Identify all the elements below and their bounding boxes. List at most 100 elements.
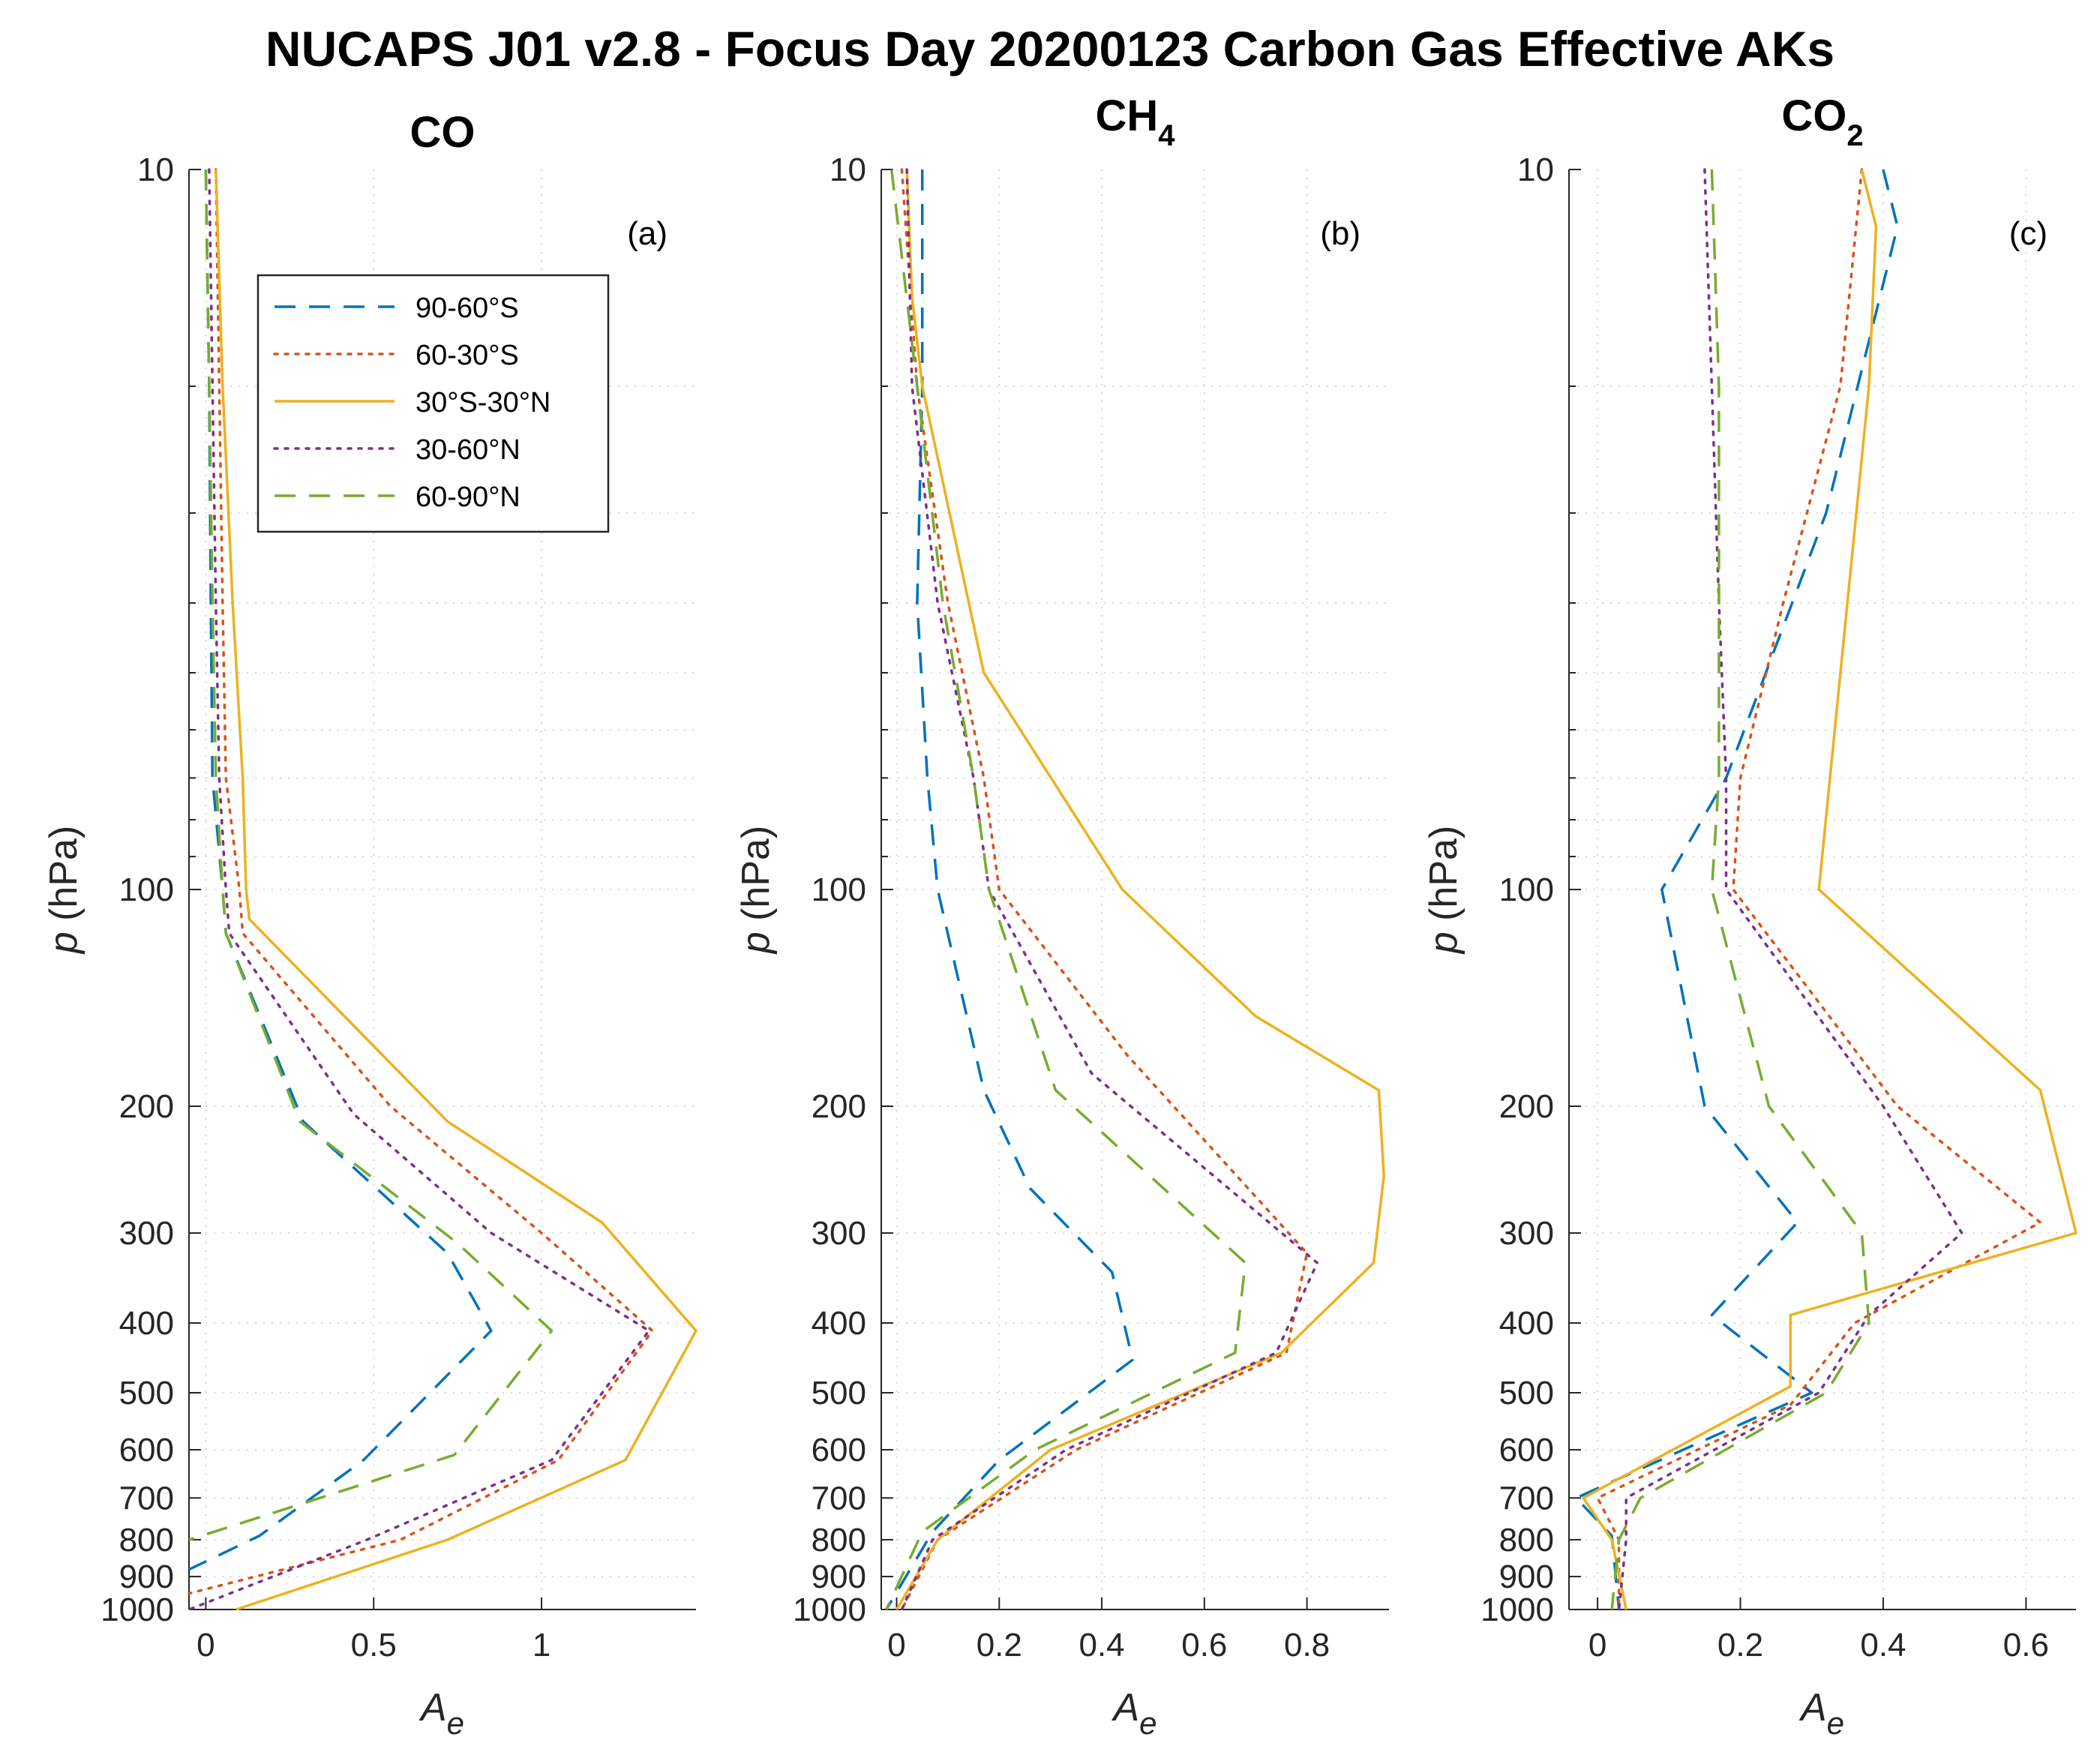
y-tick-label: 300 [119, 1215, 174, 1252]
x-tick-label: 0.5 [351, 1627, 397, 1664]
y-tick-label: 400 [812, 1305, 866, 1342]
legend-label-2: 60-30°S [416, 340, 519, 371]
y-axis-label: p (hPa) [734, 826, 778, 956]
panel-title-main: CH [1095, 92, 1158, 140]
panel-letter: (b) [1320, 215, 1360, 252]
y-tick-label: 200 [812, 1088, 866, 1125]
x-axis-label-subscript: e [1139, 1706, 1156, 1741]
y-axis-label-unit: (hPa) [1422, 826, 1466, 932]
y-tick-label: 800 [1499, 1522, 1554, 1558]
x-tick-label: 0.6 [2003, 1627, 2049, 1664]
y-tick-label: 100 [1499, 872, 1554, 908]
panel-title-subscript: 4 [1158, 119, 1175, 152]
x-tick-label: 0 [887, 1627, 905, 1664]
legend-label-5: 60-90°N [416, 482, 520, 513]
x-axis-label: Ae [1111, 1686, 1156, 1741]
panel-title: CH4 [1095, 92, 1175, 152]
x-tick-label: 1 [532, 1627, 550, 1664]
series-line-2 [188, 168, 654, 1595]
x-axis-label: Ae [418, 1686, 464, 1741]
series-line-5 [885, 169, 1247, 1610]
figure-title: NUCAPS J01 v2.8 - Focus Day 20200123 Car… [266, 21, 1834, 76]
series-line-3 [1582, 169, 2078, 1610]
y-axis-label-symbol: p [42, 932, 86, 955]
panel-title-subscript: 2 [1846, 119, 1863, 152]
series-line-3 [895, 169, 1385, 1610]
y-axis-label: p (hPa) [42, 826, 86, 956]
y-axis-label-symbol: p [1422, 932, 1466, 955]
y-tick-label: 300 [812, 1215, 866, 1252]
y-tick-label: 800 [812, 1522, 866, 1558]
series-line-2 [900, 168, 1309, 1611]
y-tick-label: 800 [119, 1522, 174, 1558]
series-line-5 [188, 169, 554, 1541]
y-axis-label-unit: (hPa) [734, 826, 778, 932]
x-tick-label: 0.6 [1181, 1627, 1227, 1664]
x-tick-label: 0.4 [1860, 1627, 1906, 1664]
y-tick-label: 700 [119, 1480, 174, 1516]
y-axis-label-unit: (hPa) [42, 826, 86, 932]
x-axis-label-main: A [1798, 1686, 1827, 1730]
y-tick-label: 100 [812, 872, 866, 908]
y-tick-label: 1000 [793, 1592, 866, 1628]
legend-box [256, 274, 610, 533]
y-tick-label: 100 [119, 872, 174, 908]
y-tick-label: 400 [119, 1305, 174, 1342]
series-line-1 [188, 169, 493, 1571]
series-line-1 [885, 170, 1134, 1610]
series-line-4 [900, 168, 1319, 1611]
y-tick-label: 200 [1499, 1088, 1554, 1125]
y-tick-label: 900 [1499, 1558, 1554, 1595]
x-tick-label: 0.2 [1718, 1627, 1763, 1664]
y-tick-label: 600 [119, 1432, 174, 1468]
y-tick-label: 500 [119, 1375, 174, 1412]
x-tick-label: 0.2 [976, 1627, 1022, 1664]
legend-label-3: 30°S-30°N [416, 387, 550, 418]
y-tick-label: 900 [119, 1558, 174, 1595]
legend-label-4: 30-60°N [416, 434, 520, 466]
y-tick-label: 600 [1499, 1432, 1554, 1468]
y-tick-label: 200 [119, 1088, 174, 1125]
legend: 90-60°S 60-30°S 30°S-30°N 30-60°N 60-90°N [256, 274, 610, 533]
y-tick-label: 300 [1499, 1215, 1554, 1252]
x-tick-label: 0.8 [1284, 1627, 1330, 1664]
series-line-5 [1610, 169, 1870, 1610]
panel-letter: (c) [2009, 215, 2048, 252]
x-axis-label-subscript: e [447, 1706, 464, 1741]
y-tick-label: 10 [137, 152, 174, 188]
x-axis-label: Ae [1798, 1686, 1844, 1741]
y-tick-label: 700 [1499, 1480, 1554, 1516]
x-axis-label-main: A [1111, 1686, 1139, 1730]
x-axis-label-main: A [418, 1686, 447, 1730]
y-tick-label: 500 [812, 1375, 866, 1412]
y-tick-label: 500 [1499, 1375, 1554, 1412]
panel-title: CO [410, 108, 476, 157]
y-tick-label: 600 [812, 1432, 866, 1468]
y-tick-label: 10 [1517, 152, 1554, 188]
y-axis-label: p (hPa) [1422, 826, 1466, 956]
y-axis-label-symbol: p [734, 932, 778, 955]
legend-label-1: 90-60°S [416, 292, 519, 324]
series-line-3 [214, 169, 698, 1611]
series-line-4 [188, 168, 651, 1611]
x-tick-label: 0.4 [1078, 1627, 1124, 1664]
panel-title: CO2 [1781, 92, 1863, 152]
y-tick-label: 10 [830, 152, 866, 188]
y-tick-label: 700 [812, 1480, 866, 1516]
y-tick-label: 1000 [1480, 1592, 1554, 1628]
panel-letter: (a) [627, 215, 668, 252]
y-tick-label: 900 [812, 1558, 866, 1595]
series-line-1 [1574, 169, 1899, 1610]
x-tick-label: 0 [1588, 1627, 1606, 1664]
panel-title-main: CO [1781, 92, 1846, 140]
x-axis-label-subscript: e [1827, 1706, 1844, 1741]
series-line-4 [1617, 168, 1964, 1611]
panel-title-main: CO [410, 108, 476, 157]
y-tick-label: 400 [1499, 1305, 1554, 1342]
y-tick-label: 1000 [100, 1592, 174, 1628]
x-tick-label: 0 [196, 1627, 214, 1664]
